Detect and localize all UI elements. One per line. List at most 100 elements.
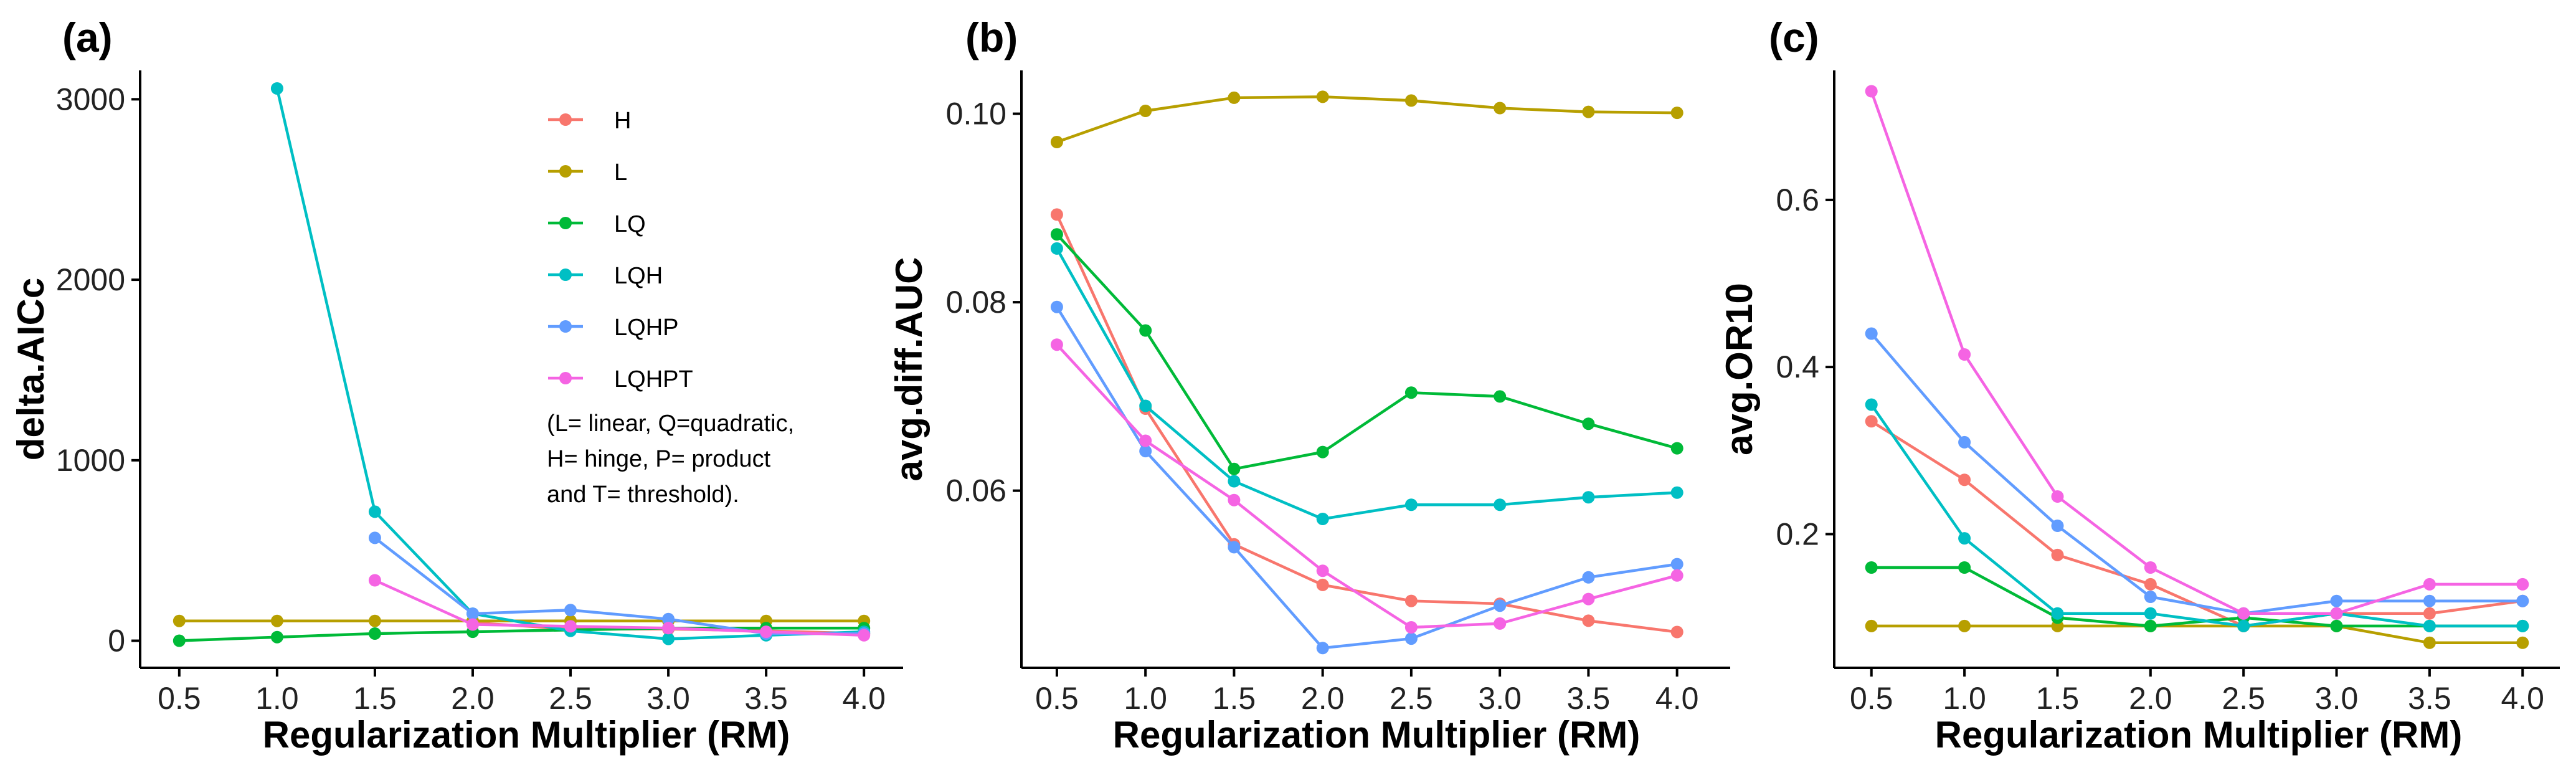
x-tick-label: 0.5 xyxy=(1850,681,1893,716)
data-point xyxy=(173,634,186,647)
series-line-lq xyxy=(179,627,864,642)
data-point xyxy=(1228,475,1241,488)
data-point xyxy=(2051,607,2064,620)
x-tick-label: 4.0 xyxy=(842,681,886,716)
data-point xyxy=(1316,564,1329,578)
x-tick-label: 2.0 xyxy=(1301,681,1345,716)
data-point xyxy=(1228,541,1241,554)
legend-item-l: L xyxy=(548,159,627,186)
data-point xyxy=(1958,473,1971,487)
data-point xyxy=(1050,136,1063,148)
data-point xyxy=(1404,632,1418,645)
legend-label: LQH xyxy=(614,263,663,289)
x-tick-label: 2.0 xyxy=(451,681,495,716)
series-lqhp xyxy=(1050,300,1683,655)
panel-letter: (a) xyxy=(62,14,113,60)
data-point xyxy=(662,612,675,625)
data-point xyxy=(1582,592,1595,606)
x-tick-label: 3.0 xyxy=(646,681,690,716)
panel-a: (a) 0 1000 2000 3000 0.5 1.0 1.5 2.0 2.5 3.0 3.5 4.0… xyxy=(10,14,903,756)
data-point xyxy=(270,82,283,95)
data-point xyxy=(662,622,675,635)
x-axis-title: Regularization Multiplier (RM) xyxy=(263,714,790,756)
data-point xyxy=(1404,386,1418,399)
data-point xyxy=(270,614,283,627)
data-point xyxy=(2423,636,2436,649)
series-line-l xyxy=(1871,624,2523,645)
data-point xyxy=(564,604,577,617)
x-tick-label: 1.0 xyxy=(1943,681,1986,716)
x-tick-label: 2.5 xyxy=(2222,681,2265,716)
data-point xyxy=(1582,614,1595,627)
series-lqh xyxy=(270,82,871,645)
series-line-h xyxy=(1870,420,2523,628)
y-tick-label: 0.10 xyxy=(946,97,1006,131)
data-point xyxy=(368,505,381,518)
data-point xyxy=(2330,594,2343,607)
data-point xyxy=(2237,619,2250,632)
x-tick-label: 1.5 xyxy=(2036,681,2080,716)
x-tick-label: 3.0 xyxy=(2315,681,2359,716)
series-lqhp xyxy=(1865,327,2529,620)
data-point xyxy=(2144,619,2157,632)
data-point xyxy=(2144,578,2157,591)
legend-note-line: and T= threshold). xyxy=(547,482,739,508)
data-point xyxy=(2051,490,2064,503)
y-tick-label: 0 xyxy=(108,624,125,658)
data-point xyxy=(2423,619,2436,632)
data-point xyxy=(2144,607,2157,620)
legend-swatch-point xyxy=(559,372,572,384)
data-point xyxy=(1670,442,1683,455)
panel-b: (b) 0.06 0.08 0.10 0.5 1.0 1.5 2.0 2.5 3.0 3.5 4.0 R… xyxy=(888,14,1730,756)
y-tick-label: 0.6 xyxy=(1776,183,1819,217)
x-tick-label: 3.0 xyxy=(1478,681,1522,716)
x-axis-title: Regularization Multiplier (RM) xyxy=(1113,714,1641,756)
data-point xyxy=(2330,619,2343,632)
data-point xyxy=(1958,619,1971,632)
legend-swatch-point xyxy=(559,113,572,126)
data-point xyxy=(1582,491,1595,504)
data-point xyxy=(1316,642,1329,655)
x-axis-title: Regularization Multiplier (RM) xyxy=(1935,714,2463,756)
x-tick-label: 4.0 xyxy=(1655,681,1699,716)
x-tick-label: 2.5 xyxy=(549,681,592,716)
data-point xyxy=(1865,561,1878,574)
data-point xyxy=(1316,90,1329,103)
data-point xyxy=(2516,594,2529,607)
data-point xyxy=(1050,300,1063,313)
legend-label: L xyxy=(614,159,627,186)
data-point xyxy=(1139,434,1152,447)
series-lqhpt xyxy=(368,574,871,642)
data-point xyxy=(1404,498,1418,511)
panel-letter: (c) xyxy=(1769,14,1819,60)
x-tick-label: 1.0 xyxy=(1124,681,1167,716)
data-point xyxy=(1494,599,1507,612)
data-point xyxy=(2051,520,2064,532)
data-point xyxy=(2330,607,2343,620)
data-point xyxy=(662,632,675,645)
data-point xyxy=(1228,91,1241,104)
series-line-lq xyxy=(1871,566,2523,628)
data-point xyxy=(1958,435,1971,449)
data-point xyxy=(368,574,381,587)
data-point xyxy=(2144,591,2157,603)
data-point xyxy=(1670,486,1683,499)
x-tick-label: 2.5 xyxy=(1390,681,1433,716)
series-l xyxy=(1050,90,1683,148)
x-tick-label: 3.5 xyxy=(1567,681,1611,716)
data-point xyxy=(1582,105,1595,118)
data-point xyxy=(1670,107,1683,120)
data-point xyxy=(1670,569,1683,582)
legend-swatch-point xyxy=(559,165,572,178)
data-point xyxy=(1582,417,1595,430)
y-tick-label: 0.06 xyxy=(946,473,1006,508)
data-point xyxy=(1958,348,1971,361)
data-point xyxy=(2423,594,2436,607)
series-line-lqhpt xyxy=(374,579,864,637)
series-line-lqhpt xyxy=(1870,90,2523,616)
data-point xyxy=(1316,513,1329,525)
x-tick-label: 0.5 xyxy=(158,681,201,716)
legend-swatch-point xyxy=(559,217,572,229)
legend-item-lqh: LQH xyxy=(548,263,663,289)
x-tick-label: 2.0 xyxy=(2129,681,2172,716)
